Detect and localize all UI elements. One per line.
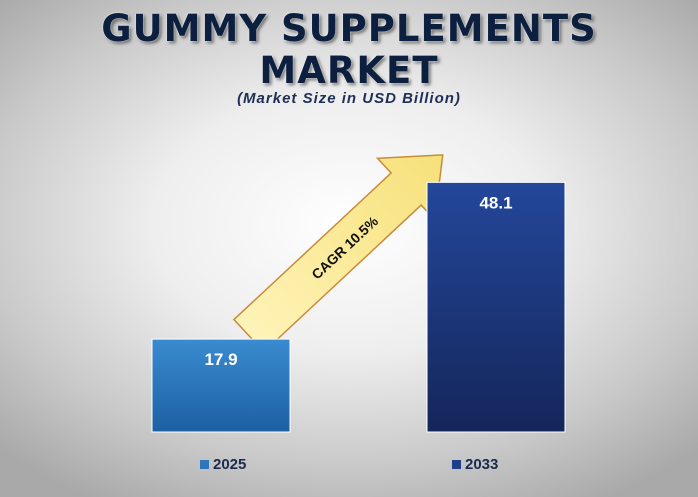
data-label-2025: 17.9 [204, 350, 237, 369]
chart-title-line-2: MARKET [259, 49, 439, 92]
legend-swatch-2033 [452, 460, 461, 469]
legend: 2025 2033 [0, 456, 698, 480]
legend-swatch-2025 [200, 460, 209, 469]
bars-group: 17.9 48.1 [151, 181, 566, 433]
chart-title-line-1: GUMMY SUPPLEMENTS [101, 7, 597, 50]
data-label-2033: 48.1 [479, 193, 512, 212]
bar-2033 [426, 181, 566, 433]
chart-subtitle: (Market Size in USD Billion) [237, 90, 461, 107]
legend-label-2033: 2033 [465, 456, 499, 473]
legend-item-2033: 2033 [452, 456, 498, 473]
legend-label-2025: 2025 [213, 456, 247, 473]
chart-title: GUMMY SUPPLEMENTS MARKET [0, 8, 698, 92]
bar-2025 [151, 338, 291, 433]
legend-item-2025: 2025 [200, 456, 246, 473]
